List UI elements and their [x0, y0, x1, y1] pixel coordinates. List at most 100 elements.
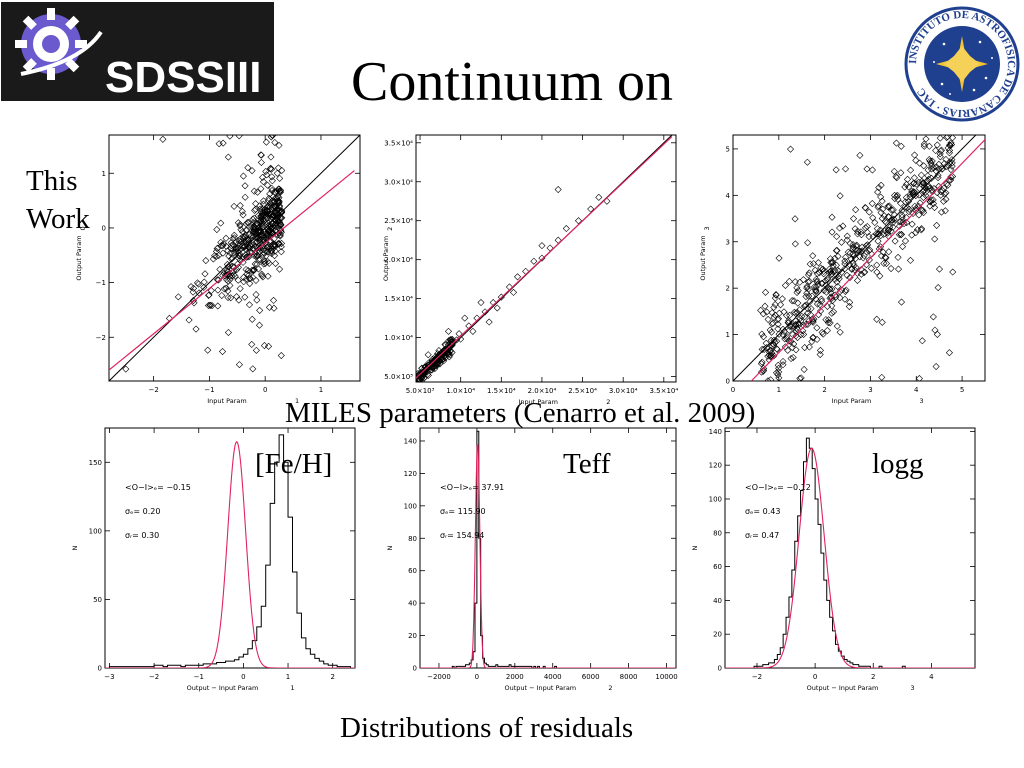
data-point [829, 261, 837, 269]
y-tick-label: 40 [408, 600, 417, 608]
data-point [871, 218, 879, 227]
data-point [768, 328, 776, 336]
data-point [846, 240, 854, 248]
data-point [218, 347, 227, 356]
y-tick-label: 100 [404, 502, 417, 510]
x-axis-label: Output − Input Param [807, 684, 879, 692]
data-point [771, 294, 779, 302]
data-point [766, 326, 774, 334]
data-point [836, 294, 844, 302]
y-tick-label: 0 [98, 665, 102, 673]
data-point [813, 300, 822, 308]
data-point [787, 338, 795, 346]
data-point [757, 306, 765, 314]
data-point [910, 179, 918, 187]
data-point [243, 226, 251, 234]
data-point [122, 365, 130, 373]
x-tick-label: −1 [204, 386, 214, 394]
data-point [268, 184, 276, 192]
data-point [857, 231, 865, 239]
data-point [857, 218, 865, 226]
data-point [790, 340, 798, 348]
gaussian-fit-curve [105, 440, 355, 668]
data-point [530, 257, 538, 265]
data-point [538, 242, 546, 250]
data-point [268, 165, 276, 173]
data-point [272, 220, 280, 228]
data-point [876, 272, 884, 280]
data-point [209, 255, 217, 263]
y-tick-label: 5 [726, 145, 730, 153]
data-point [239, 258, 247, 266]
data-point [764, 377, 772, 381]
data-point [915, 211, 923, 219]
data-point [935, 182, 943, 190]
data-point [248, 167, 256, 175]
histogram-teff: −2000 0 2000 4000 6000 8000 10000 0 20 40 60 80 100 1… [386, 427, 678, 692]
data-point [881, 253, 889, 261]
data-point [916, 159, 924, 167]
data-point [241, 182, 249, 190]
data-point [812, 288, 820, 296]
iac-star-icon [936, 36, 988, 92]
data-point [873, 268, 881, 276]
data-point [830, 308, 838, 316]
data-point [853, 276, 862, 284]
data-point [897, 217, 905, 226]
x-tick-label: −2 [752, 673, 762, 681]
data-point [867, 264, 875, 272]
stat-label: <O−I>ₑ= 37.91 [440, 483, 504, 492]
stat-label: σᵣ= 0.30 [125, 531, 159, 540]
data-point [933, 330, 941, 338]
data-point [789, 353, 797, 362]
y-tick-label: 150 [89, 459, 102, 467]
data-point [946, 125, 952, 131]
miles-caption: MILES parameters (Cenarro et al. 2009) [285, 397, 756, 429]
data-point [187, 283, 195, 291]
x-tick-label: 5.0×10³ [406, 387, 435, 395]
data-point [795, 321, 803, 329]
data-point [768, 320, 776, 328]
data-point [851, 225, 859, 233]
data-point [230, 202, 238, 210]
x-tick-label: 0 [813, 673, 817, 681]
data-point [908, 220, 916, 228]
data-point [757, 360, 766, 368]
data-point [242, 226, 250, 234]
data-point [824, 283, 832, 291]
data-point [832, 166, 840, 174]
data-point [766, 347, 774, 355]
data-point [255, 321, 264, 329]
data-point [259, 251, 267, 259]
data-point [189, 288, 197, 296]
data-point [808, 338, 816, 346]
y-tick-label: 1 [726, 331, 730, 339]
data-point [265, 243, 273, 251]
x-tick-label: −2 [149, 673, 159, 681]
data-point [928, 186, 936, 194]
data-point [922, 135, 930, 143]
data-point [863, 228, 871, 236]
data-point [256, 205, 264, 213]
data-point [797, 374, 805, 381]
x-axis-label: Input Param [207, 397, 247, 405]
data-point [190, 299, 198, 307]
data-point [219, 249, 227, 257]
histogram-feh: −3 −2 −1 0 1 2 0 50 100 150 Output − Input Param 1 N… [71, 427, 356, 692]
data-point [257, 158, 265, 167]
data-point [925, 156, 933, 164]
data-point [469, 327, 477, 335]
this-work-label-line2: Work [26, 203, 90, 235]
data-point [836, 224, 844, 232]
data-point [275, 141, 283, 149]
data-point [217, 238, 225, 246]
data-point [448, 348, 456, 356]
y-tick-label: 140 [404, 437, 417, 445]
data-point [277, 352, 285, 360]
y-tick-label: 80 [408, 535, 417, 543]
data-point [804, 278, 812, 286]
data-point [224, 287, 232, 295]
data-point [225, 252, 233, 260]
data-point [260, 236, 268, 244]
y-tick-label: 2.0×10⁴ [384, 256, 413, 264]
